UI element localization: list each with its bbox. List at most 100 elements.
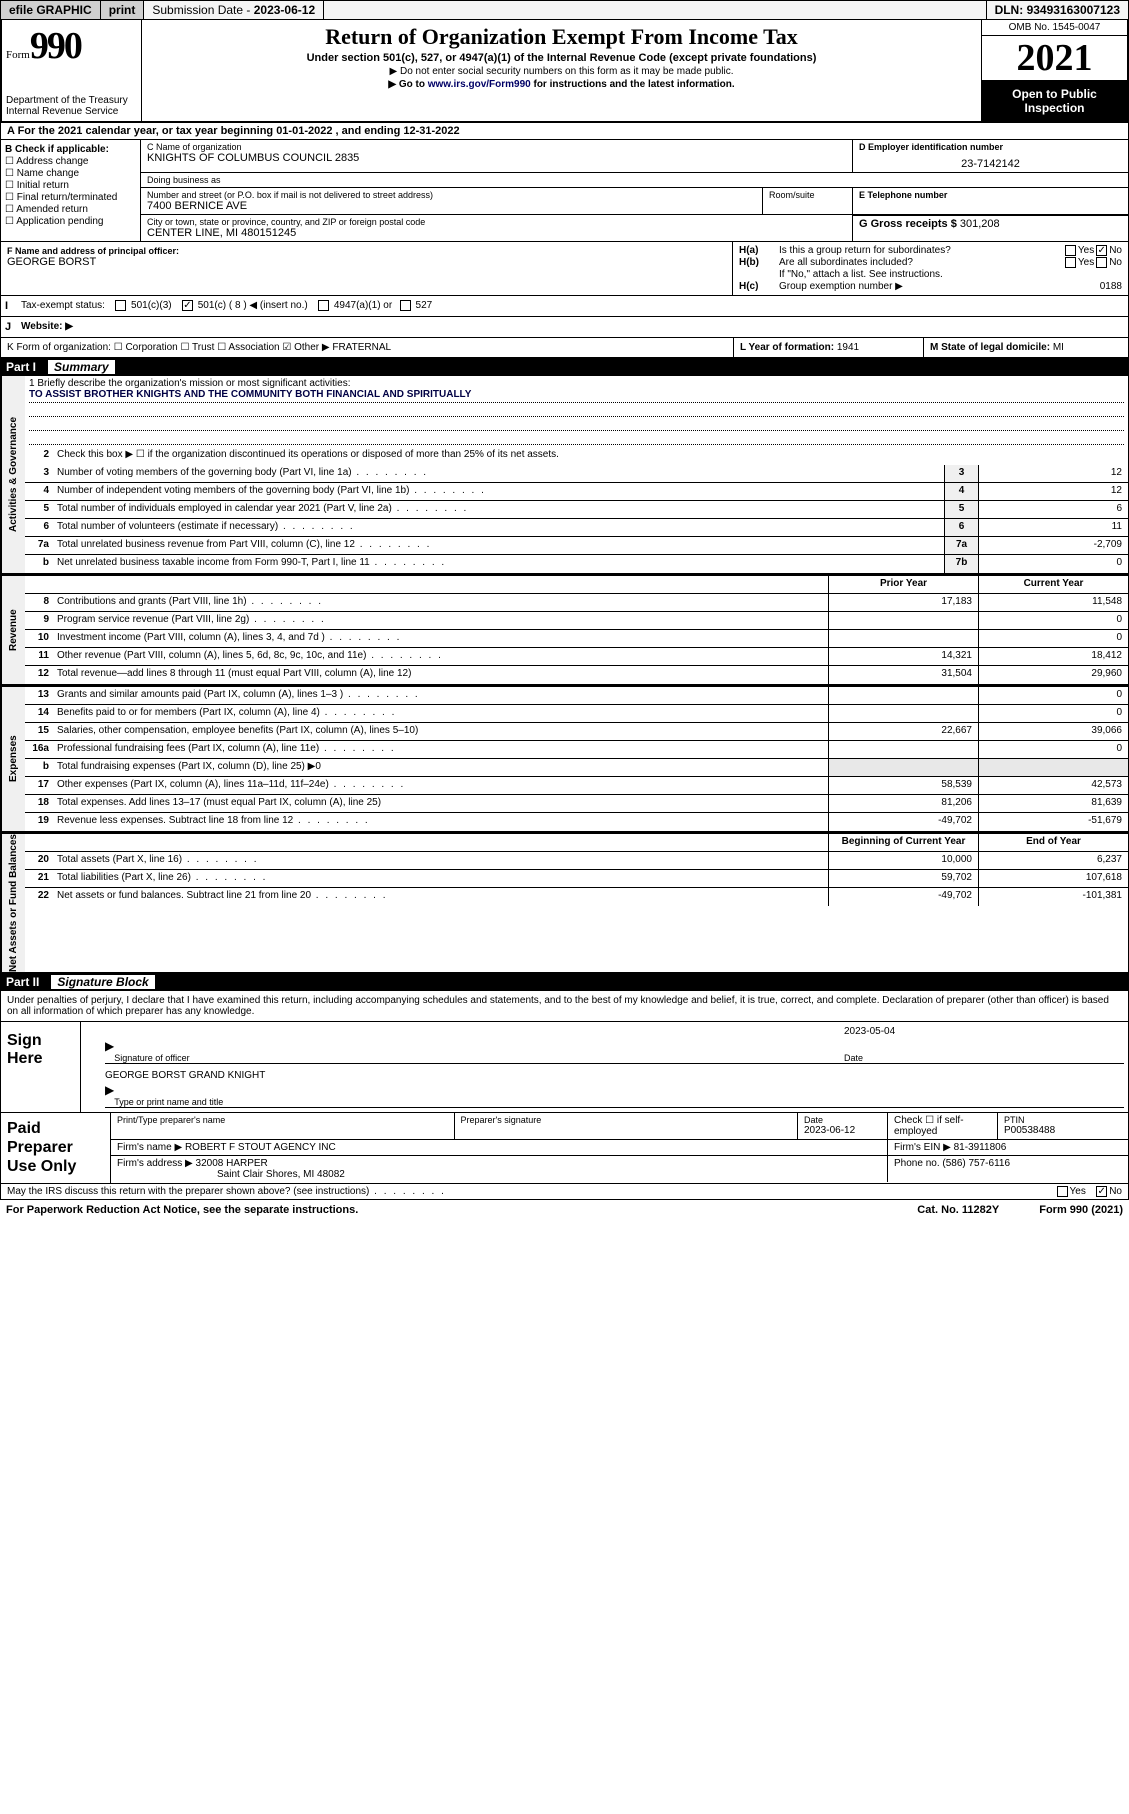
ha-yes-checkbox[interactable]	[1065, 245, 1076, 256]
line-20-current: 6,237	[978, 852, 1128, 869]
part2-title: Signature Block	[51, 975, 154, 989]
print-button[interactable]: print	[101, 1, 145, 19]
line-22-num: 22	[25, 888, 53, 906]
ein-cell: D Employer identification number 23-7142…	[853, 140, 1128, 172]
line-4-value: 12	[978, 483, 1128, 500]
firm-ein-label: Firm's EIN ▶	[894, 1142, 954, 1153]
hb-yes-checkbox[interactable]	[1065, 257, 1076, 268]
col-b-checkboxes: B Check if applicable: Address change Na…	[1, 140, 141, 241]
discuss-no-checkbox[interactable]: ✓	[1096, 1186, 1107, 1197]
row-j-letter: J	[1, 317, 17, 337]
chk-501c[interactable]: ✓	[182, 300, 193, 311]
ha-no-checkbox[interactable]: ✓	[1096, 245, 1107, 256]
chk-amended-return[interactable]: Amended return	[5, 204, 136, 215]
line-12-current: 29,960	[978, 666, 1128, 684]
h-c-row: H(c) Group exemption number ▶ 0188	[739, 281, 1122, 292]
chk-4947[interactable]	[318, 300, 329, 311]
firm-ein-cell: Firm's EIN ▶ 81-3911806	[888, 1140, 1128, 1155]
discuss-yes-checkbox[interactable]	[1057, 1186, 1068, 1197]
dept-treasury: Department of the Treasury Internal Reve…	[6, 95, 137, 117]
discuss-answers: Yes ✓No	[1055, 1186, 1122, 1197]
cat-number: Cat. No. 11282Y	[917, 1204, 999, 1216]
penalty-declaration: Under penalties of perjury, I declare th…	[0, 991, 1129, 1022]
form-page-ref: Form 990 (2021)	[1039, 1204, 1123, 1216]
expenses-block: Expenses 13 Grants and similar amounts p…	[0, 685, 1129, 832]
line-16a-current: 0	[978, 741, 1128, 758]
chk-name-change[interactable]: Name change	[5, 168, 136, 179]
form-number: Form990	[6, 24, 137, 68]
line-21: 21 Total liabilities (Part X, line 26) 5…	[25, 870, 1128, 888]
line-9-num: 9	[25, 612, 53, 629]
irs-link[interactable]: www.irs.gov/Form990	[428, 79, 531, 90]
name-title-row: Type or print name and title	[105, 1083, 1124, 1108]
preparer-date-label: Date	[804, 1115, 881, 1125]
opt-527: 527	[416, 300, 433, 311]
hb-no-checkbox[interactable]	[1096, 257, 1107, 268]
ein-value: 23-7142142	[859, 152, 1122, 170]
line-20-desc: Total assets (Part X, line 16)	[53, 852, 828, 869]
line-9: 9 Program service revenue (Part VIII, li…	[25, 612, 1128, 630]
firm-phone-value: (586) 757-6116	[942, 1158, 1010, 1169]
chk-initial-return[interactable]: Initial return	[5, 180, 136, 191]
line-19-current: -51,679	[978, 813, 1128, 831]
dln-value: 93493163007123	[1027, 3, 1120, 17]
line-16a-desc: Professional fundraising fees (Part IX, …	[53, 741, 828, 758]
chk-address-change[interactable]: Address change	[5, 156, 136, 167]
firm-phone-label: Phone no.	[894, 1158, 942, 1169]
line-13-prior	[828, 687, 978, 704]
paperwork-notice: For Paperwork Reduction Act Notice, see …	[6, 1204, 877, 1216]
ha-question: Is this a group return for subordinates?	[779, 245, 1063, 256]
line-6-value: 11	[978, 519, 1128, 536]
line-10-desc: Investment income (Part VIII, column (A)…	[53, 630, 828, 647]
current-year-header: Current Year	[978, 576, 1128, 593]
line-7a-desc: Total unrelated business revenue from Pa…	[53, 537, 944, 554]
form-header: Form990 Department of the Treasury Inter…	[0, 20, 1129, 123]
line-17-desc: Other expenses (Part IX, column (A), lin…	[53, 777, 828, 794]
group-return-cell: H(a) Is this a group return for subordin…	[733, 242, 1128, 295]
line-6-desc: Total number of volunteers (estimate if …	[53, 519, 944, 536]
line-9-desc: Program service revenue (Part VIII, line…	[53, 612, 828, 629]
mission-blank1	[29, 403, 1124, 417]
part1-title: Summary	[48, 360, 115, 374]
self-employed-cell[interactable]: Check ☐ if self-employed	[888, 1113, 998, 1139]
room-label: Room/suite	[769, 190, 846, 200]
line-17-num: 17	[25, 777, 53, 794]
street-label: Number and street (or P.O. box if mail i…	[147, 190, 756, 200]
line-16a-num: 16a	[25, 741, 53, 758]
efile-button[interactable]: efile GRAPHIC	[1, 1, 101, 19]
col-header-row: Prior Year Current Year	[25, 576, 1128, 594]
line-15-desc: Salaries, other compensation, employee b…	[53, 723, 828, 740]
line-12-desc: Total revenue—add lines 8 through 11 (mu…	[53, 666, 828, 684]
hb-note: If "No," attach a list. See instructions…	[779, 269, 1122, 280]
hb-no-label: No	[1109, 257, 1122, 268]
line-8-desc: Contributions and grants (Part VIII, lin…	[53, 594, 828, 611]
discuss-row: May the IRS discuss this return with the…	[0, 1184, 1129, 1200]
line-18-prior: 81,206	[828, 795, 978, 812]
line-7a: 7a Total unrelated business revenue from…	[25, 537, 1128, 555]
city-label: City or town, state or province, country…	[147, 217, 846, 227]
preparer-name-label: Print/Type preparer's name	[117, 1115, 448, 1125]
line-22-current: -101,381	[978, 888, 1128, 906]
line-21-num: 21	[25, 870, 53, 887]
chk-final-return[interactable]: Final return/terminated	[5, 192, 136, 203]
line-10-current: 0	[978, 630, 1128, 647]
ha-no-label: No	[1109, 245, 1122, 256]
row-a-taxyear: A For the 2021 calendar year, or tax yea…	[0, 123, 1129, 140]
line-16b-current-grey	[978, 759, 1128, 776]
chk-527[interactable]	[400, 300, 411, 311]
h-b-note-row: If "No," attach a list. See instructions…	[739, 269, 1122, 280]
date-label: Date	[844, 1039, 1124, 1063]
preparer-date-value: 2023-06-12	[804, 1125, 881, 1136]
officer-name: GEORGE BORST	[7, 256, 726, 268]
vtab-expenses: Expenses	[1, 687, 25, 831]
form-word: Form	[6, 49, 30, 61]
part1-header: Part I Summary	[0, 358, 1129, 376]
street-cell: Number and street (or P.O. box if mail i…	[141, 188, 763, 214]
org-name-label: C Name of organization	[147, 142, 846, 152]
chk-application-pending[interactable]: Application pending	[5, 216, 136, 227]
chk-501c3[interactable]	[115, 300, 126, 311]
mission-text: TO ASSIST BROTHER KNIGHTS AND THE COMMUN…	[29, 389, 1124, 403]
line-4-desc: Number of independent voting members of …	[53, 483, 944, 500]
row-i: I Tax-exempt status: 501(c)(3) ✓ 501(c) …	[0, 296, 1129, 317]
discuss-yes-label: Yes	[1070, 1186, 1086, 1197]
